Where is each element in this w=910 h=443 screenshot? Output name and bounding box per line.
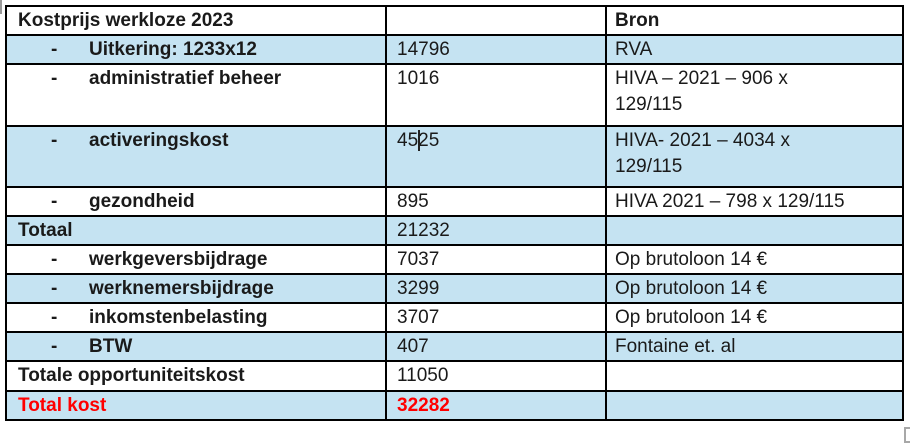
value-cell[interactable]: 21232: [385, 215, 607, 246]
row-label: Total kost: [18, 395, 107, 416]
row-value: 407: [397, 336, 429, 357]
table-row: Totale opportuniteitskost 11050: [5, 360, 904, 392]
value-cell[interactable]: 32282: [385, 390, 607, 421]
table-row: - Uitkering: 1233x12 14796 RVA: [5, 34, 904, 65]
table-row: - werknemersbijdrage 3299 Op brutoloon 14…: [5, 273, 904, 304]
label-cell[interactable]: Total kost: [5, 390, 387, 421]
row-source: Op brutoloon 14 €: [615, 278, 768, 299]
value-cell[interactable]: 3299: [385, 273, 607, 304]
page-title: Kostprijs werkloze 2023: [18, 10, 234, 31]
value-cell[interactable]: 7037: [385, 244, 607, 275]
row-value: 3299: [397, 278, 440, 299]
source-column-header: Bron: [615, 10, 660, 31]
source-cell[interactable]: HIVA- 2021 – 4034 x 129/115: [605, 125, 904, 188]
row-source: HIVA – 2021 – 906 x 129/115: [615, 68, 788, 115]
row-label: inkomstenbelasting: [89, 307, 268, 328]
source-cell[interactable]: HIVA – 2021 – 906 x 129/115: [605, 63, 904, 127]
row-value: 1016: [397, 68, 440, 89]
label-cell[interactable]: - werkgeversbijdrage: [5, 244, 387, 275]
label-cell[interactable]: Totale opportuniteitskost: [5, 360, 387, 392]
source-cell[interactable]: RVA: [605, 34, 904, 65]
source-cell[interactable]: Fontaine et. al: [605, 331, 904, 362]
row-label: Uitkering: 1233x12: [89, 39, 257, 60]
row-value: 3707: [397, 307, 440, 328]
label-cell[interactable]: - inkomstenbelasting: [5, 302, 387, 333]
source-cell[interactable]: [605, 390, 904, 421]
label-cell[interactable]: - Uitkering: 1233x12: [5, 34, 387, 65]
row-source: HIVA- 2021 – 4034 x 129/115: [615, 130, 790, 177]
source-cell[interactable]: [605, 215, 904, 246]
list-dash: -: [51, 336, 58, 357]
source-header-cell[interactable]: Bron: [605, 5, 904, 36]
list-dash: -: [51, 191, 58, 212]
row-label: Totaal: [18, 220, 73, 241]
value-cell[interactable]: [385, 5, 607, 36]
table-row: - werkgeversbijdrage 7037 Op brutoloon 14…: [5, 244, 904, 275]
row-source: Op brutoloon 14 €: [615, 249, 768, 270]
row-source: HIVA 2021 – 798 x 129/115: [615, 191, 845, 212]
source-cell[interactable]: Op brutoloon 14 €: [605, 302, 904, 333]
table-title-cell[interactable]: Kostprijs werkloze 2023: [5, 5, 387, 36]
list-dash: -: [51, 307, 58, 328]
value-cell[interactable]: 1016: [385, 63, 607, 127]
label-cell[interactable]: - gezondheid: [5, 186, 387, 217]
table-row: Kostprijs werkloze 2023 Bron: [5, 5, 904, 36]
row-label: werknemersbijdrage: [89, 278, 274, 299]
list-dash: -: [51, 130, 58, 151]
table-row: - gezondheid 895 HIVA 2021 – 798 x 129/11…: [5, 186, 904, 217]
source-cell[interactable]: [605, 360, 904, 392]
source-cell[interactable]: Op brutoloon 14 €: [605, 244, 904, 275]
label-cell[interactable]: - BTW: [5, 331, 387, 362]
row-source: Fontaine et. al: [615, 336, 736, 357]
row-label: administratief beheer: [89, 68, 282, 89]
value-cell[interactable]: 14796: [385, 34, 607, 65]
row-value: 895: [397, 191, 429, 212]
label-cell[interactable]: - werknemersbijdrage: [5, 273, 387, 304]
row-label: werkgeversbijdrage: [89, 249, 268, 270]
value-cell[interactable]: 11050: [385, 360, 607, 392]
page-edge-mark: [0, 0, 2, 14]
list-dash: -: [51, 249, 58, 270]
row-label: gezondheid: [89, 191, 195, 212]
row-source: Op brutoloon 14 €: [615, 307, 768, 328]
row-value: 11050: [397, 365, 449, 386]
table-row: - administratief beheer 1016 HIVA – 2021 …: [5, 63, 904, 127]
row-source: RVA: [615, 39, 653, 60]
table-row: Totaal 21232: [5, 215, 904, 246]
table-resize-handle[interactable]: [904, 427, 910, 443]
row-value: 21232: [397, 220, 450, 241]
list-dash: -: [51, 39, 58, 60]
table-row: - activeringskost 4525 HIVA- 2021 – 4034 …: [5, 125, 904, 188]
table-row: Total kost 32282: [5, 390, 904, 421]
row-label: activeringskost: [89, 130, 229, 151]
value-cell[interactable]: 3707: [385, 302, 607, 333]
row-value: 7037: [397, 249, 440, 270]
source-cell[interactable]: Op brutoloon 14 €: [605, 273, 904, 304]
row-label: BTW: [89, 336, 133, 357]
label-cell[interactable]: - activeringskost: [5, 125, 387, 188]
value-cell[interactable]: 895: [385, 186, 607, 217]
table-row: - inkomstenbelasting 3707 Op brutoloon 14…: [5, 302, 904, 333]
value-cell[interactable]: 4525: [385, 125, 607, 188]
label-cell[interactable]: Totaal: [5, 215, 387, 246]
label-cell[interactable]: - administratief beheer: [5, 63, 387, 127]
list-dash: -: [51, 68, 58, 89]
source-cell[interactable]: HIVA 2021 – 798 x 129/115: [605, 186, 904, 217]
cost-table: Kostprijs werkloze 2023 Bron - Uitkering:…: [5, 5, 904, 421]
row-label: Totale opportuniteitskost: [18, 365, 245, 386]
list-dash: -: [51, 278, 58, 299]
row-value: 14796: [397, 39, 450, 60]
table-row: - BTW 407 Fontaine et. al: [5, 331, 904, 362]
text-cursor: [418, 130, 420, 151]
row-value: 32282: [397, 395, 450, 416]
value-cell[interactable]: 407: [385, 331, 607, 362]
